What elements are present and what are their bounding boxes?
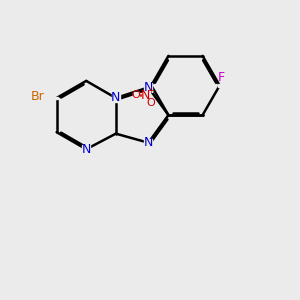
- Bar: [144, 139, 152, 147]
- Text: N: N: [141, 89, 150, 102]
- Text: N: N: [144, 81, 153, 94]
- Text: N: N: [82, 143, 91, 156]
- Text: +: +: [147, 86, 154, 95]
- Text: O: O: [132, 90, 140, 100]
- Bar: [112, 94, 120, 102]
- Bar: [144, 83, 152, 92]
- Bar: [218, 84, 221, 87]
- Text: -: -: [140, 87, 143, 97]
- Text: N: N: [111, 92, 121, 104]
- Text: N: N: [144, 136, 153, 149]
- Text: F: F: [218, 71, 225, 84]
- Bar: [142, 92, 149, 98]
- Bar: [55, 97, 58, 100]
- Bar: [133, 92, 140, 98]
- Text: O: O: [146, 98, 155, 109]
- Text: Br: Br: [30, 90, 44, 103]
- Bar: [82, 145, 90, 153]
- Bar: [147, 100, 154, 107]
